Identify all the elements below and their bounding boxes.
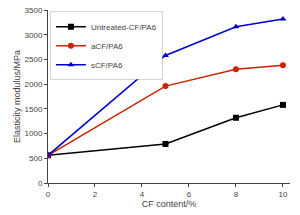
svg-text:8: 8 (234, 190, 239, 199)
svg-text:1500: 1500 (25, 105, 43, 114)
svg-text:4: 4 (140, 190, 145, 199)
svg-text:0: 0 (46, 190, 51, 199)
svg-text:500: 500 (29, 154, 43, 163)
svg-text:2000: 2000 (25, 80, 43, 89)
svg-text:Elasticity modulus/MPa: Elasticity modulus/MPa (12, 50, 22, 143)
svg-text:3000: 3000 (25, 31, 43, 40)
svg-text:0: 0 (38, 179, 43, 188)
svg-text:3500: 3500 (25, 6, 43, 15)
svg-text:2: 2 (93, 190, 98, 199)
svg-text:Untreated-CF/PA6: Untreated-CF/PA6 (91, 23, 157, 32)
svg-text:aCF/PA6: aCF/PA6 (91, 42, 123, 51)
svg-text:CF content/%: CF content/% (142, 199, 197, 209)
svg-text:6: 6 (187, 190, 192, 199)
svg-text:10: 10 (278, 190, 287, 199)
svg-text:sCF/PA6: sCF/PA6 (91, 61, 123, 70)
svg-text:1000: 1000 (25, 129, 43, 138)
svg-text:2500: 2500 (25, 55, 43, 64)
